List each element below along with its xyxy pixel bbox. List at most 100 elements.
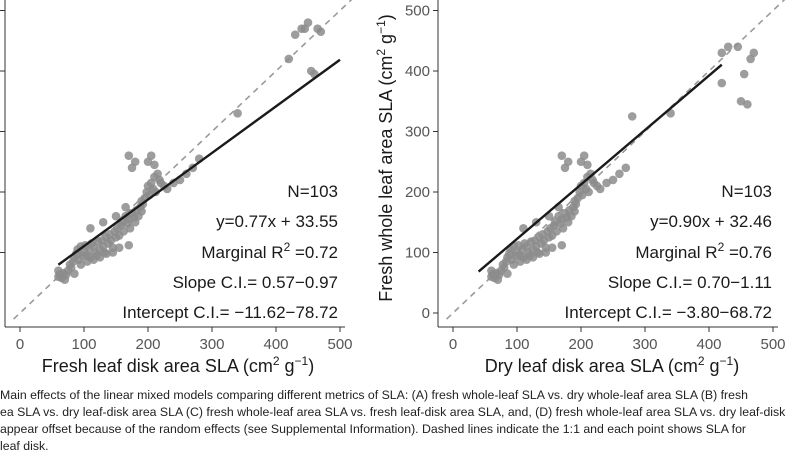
data-point [146,151,156,160]
panel-left-scatter: 0 100 200 300 400 500 N=103 y=0.77x + 33.55 Mar… [0,0,353,376]
data-point [54,266,63,275]
data-point [487,266,496,275]
data-point [717,48,727,58]
data-point [60,275,70,285]
data-point [114,243,124,252]
data-point [493,275,503,285]
figure-caption: Main effects of the linear mixed models … [0,387,808,455]
y-tick-label: 100 [405,245,430,262]
data-point [124,151,134,160]
data-point [723,42,733,52]
right-x-ticks: 0 100 200 300 400 500 [449,327,786,353]
data-point [119,227,128,236]
x-tick-label: 400 [263,336,288,353]
data-point [608,175,618,185]
stats-annotation: Intercept C.I.= −11.62−78.72 [122,303,338,322]
caption-line-1: Main effects of the linear mixed models … [0,388,748,402]
left-fit-line [57,58,341,266]
x-tick-label: 0 [16,336,24,353]
data-point [579,151,589,160]
right-x-axis-title: Dry leaf disk area SLA (cm2 g−1) [485,354,739,376]
data-point [749,48,759,58]
data-point [602,178,611,188]
right-annotations: N=103 y=0.90x + 32.46 Marginal R2 =0.76 Slo… [565,182,772,322]
x-tick-label: 500 [327,336,352,353]
data-point [121,202,130,212]
data-point [95,253,105,262]
data-point [733,42,743,52]
data-point [535,249,544,259]
data-point [717,78,727,88]
data-point [76,260,86,269]
data-point [563,157,573,167]
right-y-axis-title: Fresh whole leaf area SLA (cm2 g−1) [374,14,396,302]
data-point [558,224,568,233]
left-points [54,18,326,285]
x-tick-label: 200 [135,336,160,353]
x-tick-label: 0 [449,336,457,353]
stats-annotation: N=103 [721,182,772,201]
caption-line-2: ea SLA vs. dry leaf-disk area SLA (C) fr… [0,405,786,419]
data-point [98,217,108,227]
data-point [125,224,135,233]
data-point [284,54,294,64]
x-tick-label: 500 [760,336,785,353]
stats-annotation: Marginal R2 =0.72 [201,240,338,262]
stats-annotation: Marginal R2 =0.76 [635,240,772,262]
stats-annotation: Slope C.I.= 0.57−0.97 [173,273,338,292]
right-fit-line [477,63,723,273]
data-point [102,249,111,259]
right-points [487,42,759,285]
data-point [233,109,242,118]
data-point [739,69,749,79]
x-tick-label: 300 [199,336,224,353]
x-tick-label: 100 [71,336,96,353]
data-point [584,187,593,197]
data-point [70,269,79,278]
left-y-tick-marks [0,10,5,253]
data-point [509,260,519,269]
y-tick-label: 0 [422,305,430,322]
data-point [316,27,326,36]
data-point [137,207,146,216]
x-tick-label: 100 [504,336,529,353]
caption-line-4: leaf disk. [0,439,49,453]
data-point [570,207,579,216]
x-tick-label: 400 [696,336,721,353]
data-point [557,240,567,250]
panel-right-scatter: 0 100 200 300 400 500 0 100 200 300 400 500 N=103 y… [374,0,786,376]
x-tick-label: 300 [632,336,657,353]
data-point [736,96,746,106]
caption-line-3: appear offset because of the random effe… [0,422,747,436]
data-point [743,99,752,109]
stats-annotation: y=0.90x + 32.46 [650,212,772,231]
data-point [528,253,538,262]
data-point [627,112,637,121]
regression-line [477,63,723,273]
data-point [570,196,579,206]
y-tick-label: 400 [405,63,430,80]
data-point [557,151,567,160]
figure: 0 100 200 300 400 500 N=103 y=0.77x + 33.55 Mar… [0,0,786,376]
data-point [130,157,140,167]
x-tick-label: 200 [568,336,593,353]
data-point [547,243,557,252]
data-point [541,248,551,257]
data-point [303,18,313,27]
data-point [86,224,95,233]
left-x-ticks: 0 100 200 300 400 500 [16,327,353,353]
data-point [290,30,300,39]
left-x-axis-title: Fresh leaf disk area SLA (cm2 g−1) [42,354,314,376]
y-tick-label: 500 [405,3,430,20]
data-point [552,227,561,236]
stats-annotation: y=0.77x + 33.55 [216,212,338,231]
stats-annotation: Slope C.I.= 0.70−1.11 [608,273,772,292]
data-point [150,160,159,170]
data-point [111,211,121,221]
y-tick-label: 300 [405,124,430,141]
data-point [124,240,134,250]
y-tick-label: 200 [405,184,430,201]
data-point [621,163,631,173]
stats-annotation: Intercept C.I.= −3.80−68.72 [565,303,772,322]
data-point [503,269,512,278]
